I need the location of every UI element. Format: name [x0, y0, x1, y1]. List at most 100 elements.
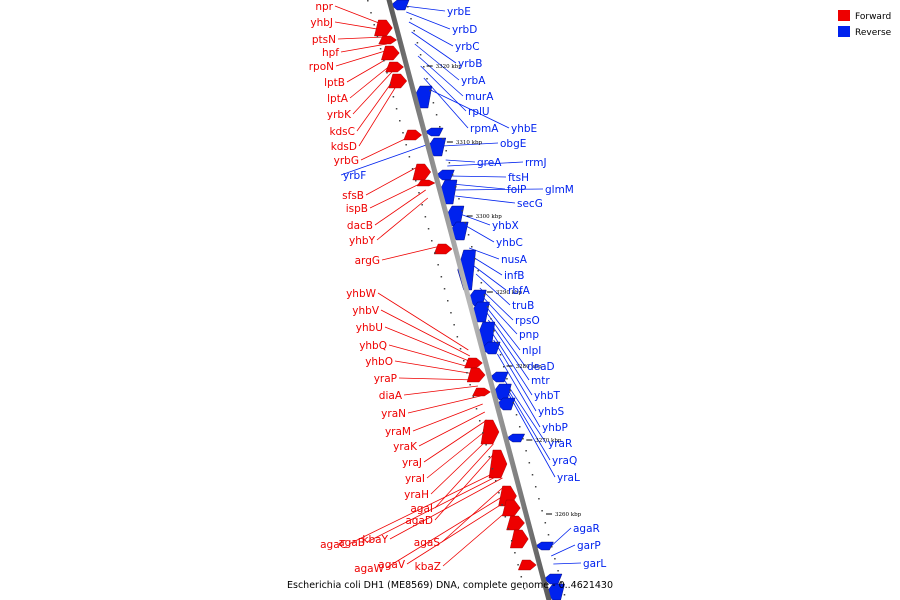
locus-dot	[507, 528, 510, 530]
legend-forward-swatch	[838, 10, 850, 21]
reverse-gene-connector	[411, 31, 457, 64]
reverse-gene-connector	[475, 273, 511, 306]
reverse-gene-connector	[449, 175, 507, 178]
locus-dot	[488, 456, 491, 458]
forward-gene-connector	[358, 83, 398, 147]
reverse-gene-connector	[441, 142, 499, 147]
locus-dot	[421, 204, 423, 206]
locus-dot	[458, 198, 460, 200]
reverse-gene-label: yrbA	[461, 75, 486, 87]
locus-dot	[431, 240, 433, 242]
forward-gene-connector	[381, 245, 441, 261]
forward-gene-connector	[426, 427, 490, 479]
reverse-gene-connector	[455, 195, 516, 204]
reverse-gene-label: pnp	[519, 329, 539, 341]
locus-dot	[554, 558, 556, 560]
locus-dot	[464, 222, 467, 224]
reverse-gene-connector	[503, 379, 547, 444]
forward-gene-connector	[394, 360, 475, 375]
reverse-gene-label: deaD	[527, 361, 555, 373]
forward-gene-connector	[388, 344, 474, 369]
reverse-gene-label: truB	[512, 300, 534, 312]
locus-dot	[392, 96, 395, 98]
scale-ticks: 3320 kbp 3310 kbp 3300 kbp 3290 kbp 3280 kbp…	[426, 64, 582, 518]
reverse-gene-arrow	[390, 0, 410, 11]
locus-dot	[467, 234, 470, 236]
forward-gene-label: yhbU	[356, 322, 383, 334]
locus-dot	[432, 102, 435, 104]
reverse-gene-arrow	[489, 371, 509, 383]
locus-dot	[517, 564, 519, 566]
locus-dot	[472, 396, 475, 398]
reverse-gene-label: garL	[583, 558, 606, 570]
locus-dot	[447, 300, 449, 302]
locus-dot	[376, 36, 379, 38]
forward-gene-connector	[407, 395, 481, 414]
legend: Forward Reverse	[838, 10, 892, 38]
locus-dot	[383, 60, 385, 62]
reverse-gene-label: yhbS	[538, 406, 565, 418]
forward-gene-connector	[374, 189, 426, 226]
locus-dot	[525, 450, 527, 452]
reverse-gene-connector	[471, 255, 503, 276]
forward-gene-connector	[376, 197, 429, 241]
scale-tick-label: 3310 kbp	[456, 140, 483, 146]
forward-gene-label: yhbV	[352, 305, 380, 317]
locus-dot	[459, 348, 462, 350]
locus-dot	[483, 294, 486, 296]
forward-gene-label: yrbG	[334, 155, 359, 167]
locus-dot	[379, 48, 382, 50]
locus-dot	[451, 174, 454, 176]
legend-forward-label: Forward	[855, 12, 891, 22]
forward-gene-connector	[406, 499, 509, 565]
legend-reverse-swatch	[838, 26, 850, 37]
forward-gene-label: yraI	[405, 473, 425, 485]
locus-dot	[563, 594, 566, 596]
reverse-gene-label: yhbX	[492, 220, 519, 232]
forward-gene-connector	[398, 377, 477, 381]
locus-dot	[494, 480, 497, 482]
reverse-gene-connector	[414, 43, 460, 81]
reverse-gene-label: rbfA	[508, 285, 531, 297]
locus-dot	[520, 576, 523, 578]
forward-gene-arrow	[385, 61, 404, 73]
locus-dot	[410, 18, 412, 20]
locus-dot	[389, 84, 391, 86]
forward-gene-label: agaV	[378, 559, 406, 571]
forward-gene-arrow	[506, 515, 525, 531]
forward-gene-label: sfsB	[342, 190, 364, 202]
forward-gene-connector	[340, 43, 387, 53]
forward-gene-label: agaI	[410, 503, 433, 515]
locus-dot	[427, 228, 430, 230]
locus-dot	[386, 72, 388, 74]
locus-dot	[478, 420, 481, 422]
locus-dot	[407, 6, 409, 8]
reverse-gene-arrow	[424, 127, 444, 137]
reverse-gene-label: yrbC	[455, 41, 480, 53]
forward-gene-label: argG	[355, 255, 380, 267]
forward-gene-connector	[442, 507, 511, 567]
reverse-gene-label: rrmJ	[525, 157, 547, 169]
locus-dot	[491, 468, 494, 470]
locus-dot	[429, 90, 431, 92]
reverse-gene-connector	[426, 87, 510, 129]
reverse-gene-track	[367, 0, 566, 600]
reverse-gene-connector	[404, 5, 446, 12]
reverse-gene-arrow	[436, 169, 455, 181]
locus-dot	[395, 108, 398, 110]
scale-tick-label: 3300 kbp	[476, 214, 503, 220]
locus-dot	[493, 330, 495, 332]
reverse-gene-label: ftsH	[508, 172, 529, 184]
reverse-gene-arrow	[506, 433, 526, 443]
locus-dot	[534, 486, 537, 488]
locus-dot	[515, 414, 518, 416]
reverse-gene-label: rpmA	[470, 123, 499, 135]
reverse-gene-arrow	[543, 573, 563, 585]
forward-gene-connector	[389, 477, 503, 540]
reverse-gene-arrow	[535, 541, 554, 551]
locus-dot	[367, 0, 369, 2]
locus-dot	[471, 246, 473, 248]
forward-gene-arrow	[416, 179, 436, 187]
forward-gene-label: diaA	[379, 390, 403, 402]
forward-gene-connector	[412, 403, 483, 432]
